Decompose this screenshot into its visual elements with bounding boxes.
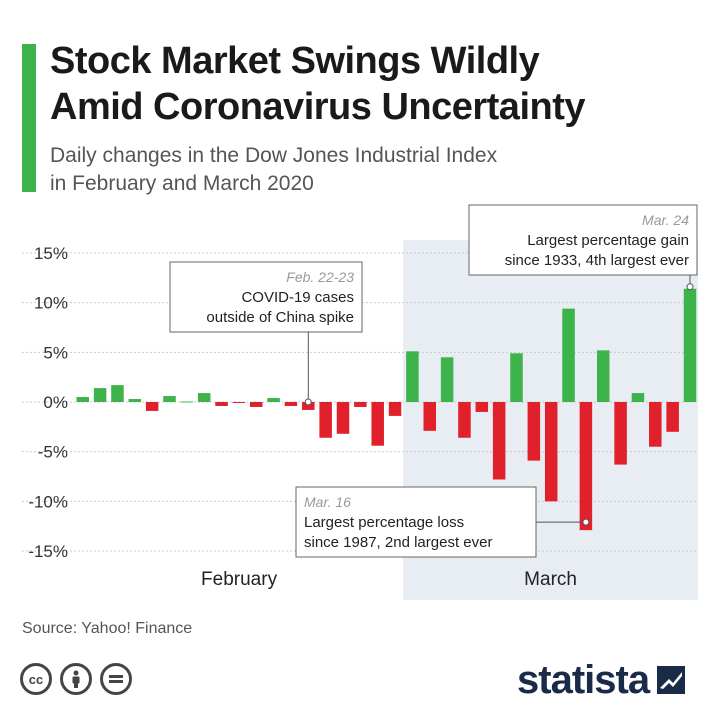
annotation-date: Mar. 16: [304, 494, 351, 510]
annotation-box: [295, 486, 537, 558]
bar: [250, 402, 263, 407]
y-tick-label: 5%: [43, 343, 68, 362]
bar: [683, 288, 697, 402]
bar: [597, 350, 610, 402]
bar: [145, 402, 159, 411]
bar: [215, 402, 228, 406]
bar: [111, 385, 124, 402]
y-tick-label: 15%: [34, 244, 68, 263]
bar: [76, 397, 89, 402]
brand-name: statista: [517, 658, 650, 702]
annotation-date: Feb. 22-23: [286, 269, 354, 285]
annotation-text: Largest percentage loss: [304, 514, 464, 531]
license-icons: cc: [20, 663, 132, 695]
bar: [475, 402, 489, 412]
bar: [128, 399, 142, 402]
bar: [319, 402, 332, 438]
y-tick-label: 10%: [34, 294, 68, 313]
chart-subtitle: Daily changes in the Dow Jones Industria…: [50, 142, 497, 198]
bar: [423, 402, 436, 431]
bar: [180, 401, 194, 403]
annotation-date: Mar. 24: [642, 212, 689, 228]
source-note: Source: Yahoo! Finance: [22, 620, 193, 637]
statista-logo[interactable]: statista: [517, 658, 686, 702]
attribution-icon[interactable]: [60, 663, 92, 695]
bar: [492, 402, 506, 480]
statista-logo-icon: [657, 666, 686, 694]
bar: [649, 402, 662, 447]
bar: [614, 402, 627, 465]
annotation-box: [169, 261, 363, 333]
bar: [562, 308, 575, 402]
bar: [267, 398, 280, 402]
y-tick-label: -10%: [28, 492, 68, 511]
no-derivatives-icon[interactable]: [100, 663, 132, 695]
annotation-text: since 1933, 4th largest ever: [505, 252, 689, 269]
bar: [93, 388, 107, 402]
annotation-box: [468, 204, 698, 276]
bar: [440, 357, 454, 402]
bar: [302, 402, 315, 410]
bar: [354, 402, 367, 407]
subtitle-line-1: Daily changes in the Dow Jones Industria…: [50, 144, 498, 167]
bar: [336, 402, 350, 434]
title-line-1: Stock Market Swings Wildly: [50, 40, 540, 82]
x-month-label: March: [524, 569, 577, 590]
bar: [579, 402, 593, 531]
annotation-text: COVID-19 cases: [241, 289, 354, 306]
subtitle-line-2: in February and March 2020: [50, 172, 314, 195]
cc-icon[interactable]: cc: [20, 663, 52, 695]
y-tick-label: -5%: [38, 443, 68, 462]
annotation-text: since 1987, 2nd largest ever: [304, 534, 492, 551]
bar: [406, 351, 419, 402]
y-tick-label: -15%: [28, 542, 68, 561]
bar: [163, 396, 176, 402]
bar: [388, 402, 402, 416]
bar: [666, 402, 679, 432]
title-line-2: Amid Coronavirus Uncertainty: [50, 86, 586, 128]
bar: [458, 402, 471, 438]
y-tick-label: 0%: [43, 393, 68, 412]
bar: [232, 402, 246, 403]
bar: [510, 353, 523, 402]
bar: [527, 402, 541, 461]
annotation-marker: [686, 283, 694, 291]
bar: [631, 393, 645, 402]
annotation-marker: [304, 398, 312, 406]
bar: [544, 402, 558, 502]
annotation-marker: [582, 518, 590, 526]
annotation-text: outside of China spike: [206, 309, 354, 326]
bar: [371, 402, 384, 446]
bar: [197, 393, 211, 402]
bar: [284, 402, 298, 406]
chart-title: Stock Market Swings Wildly Amid Coronavi…: [50, 38, 586, 130]
title-accent-bar: [22, 44, 36, 192]
annotation-text: Largest percentage gain: [527, 232, 689, 249]
x-month-label: February: [201, 569, 278, 590]
